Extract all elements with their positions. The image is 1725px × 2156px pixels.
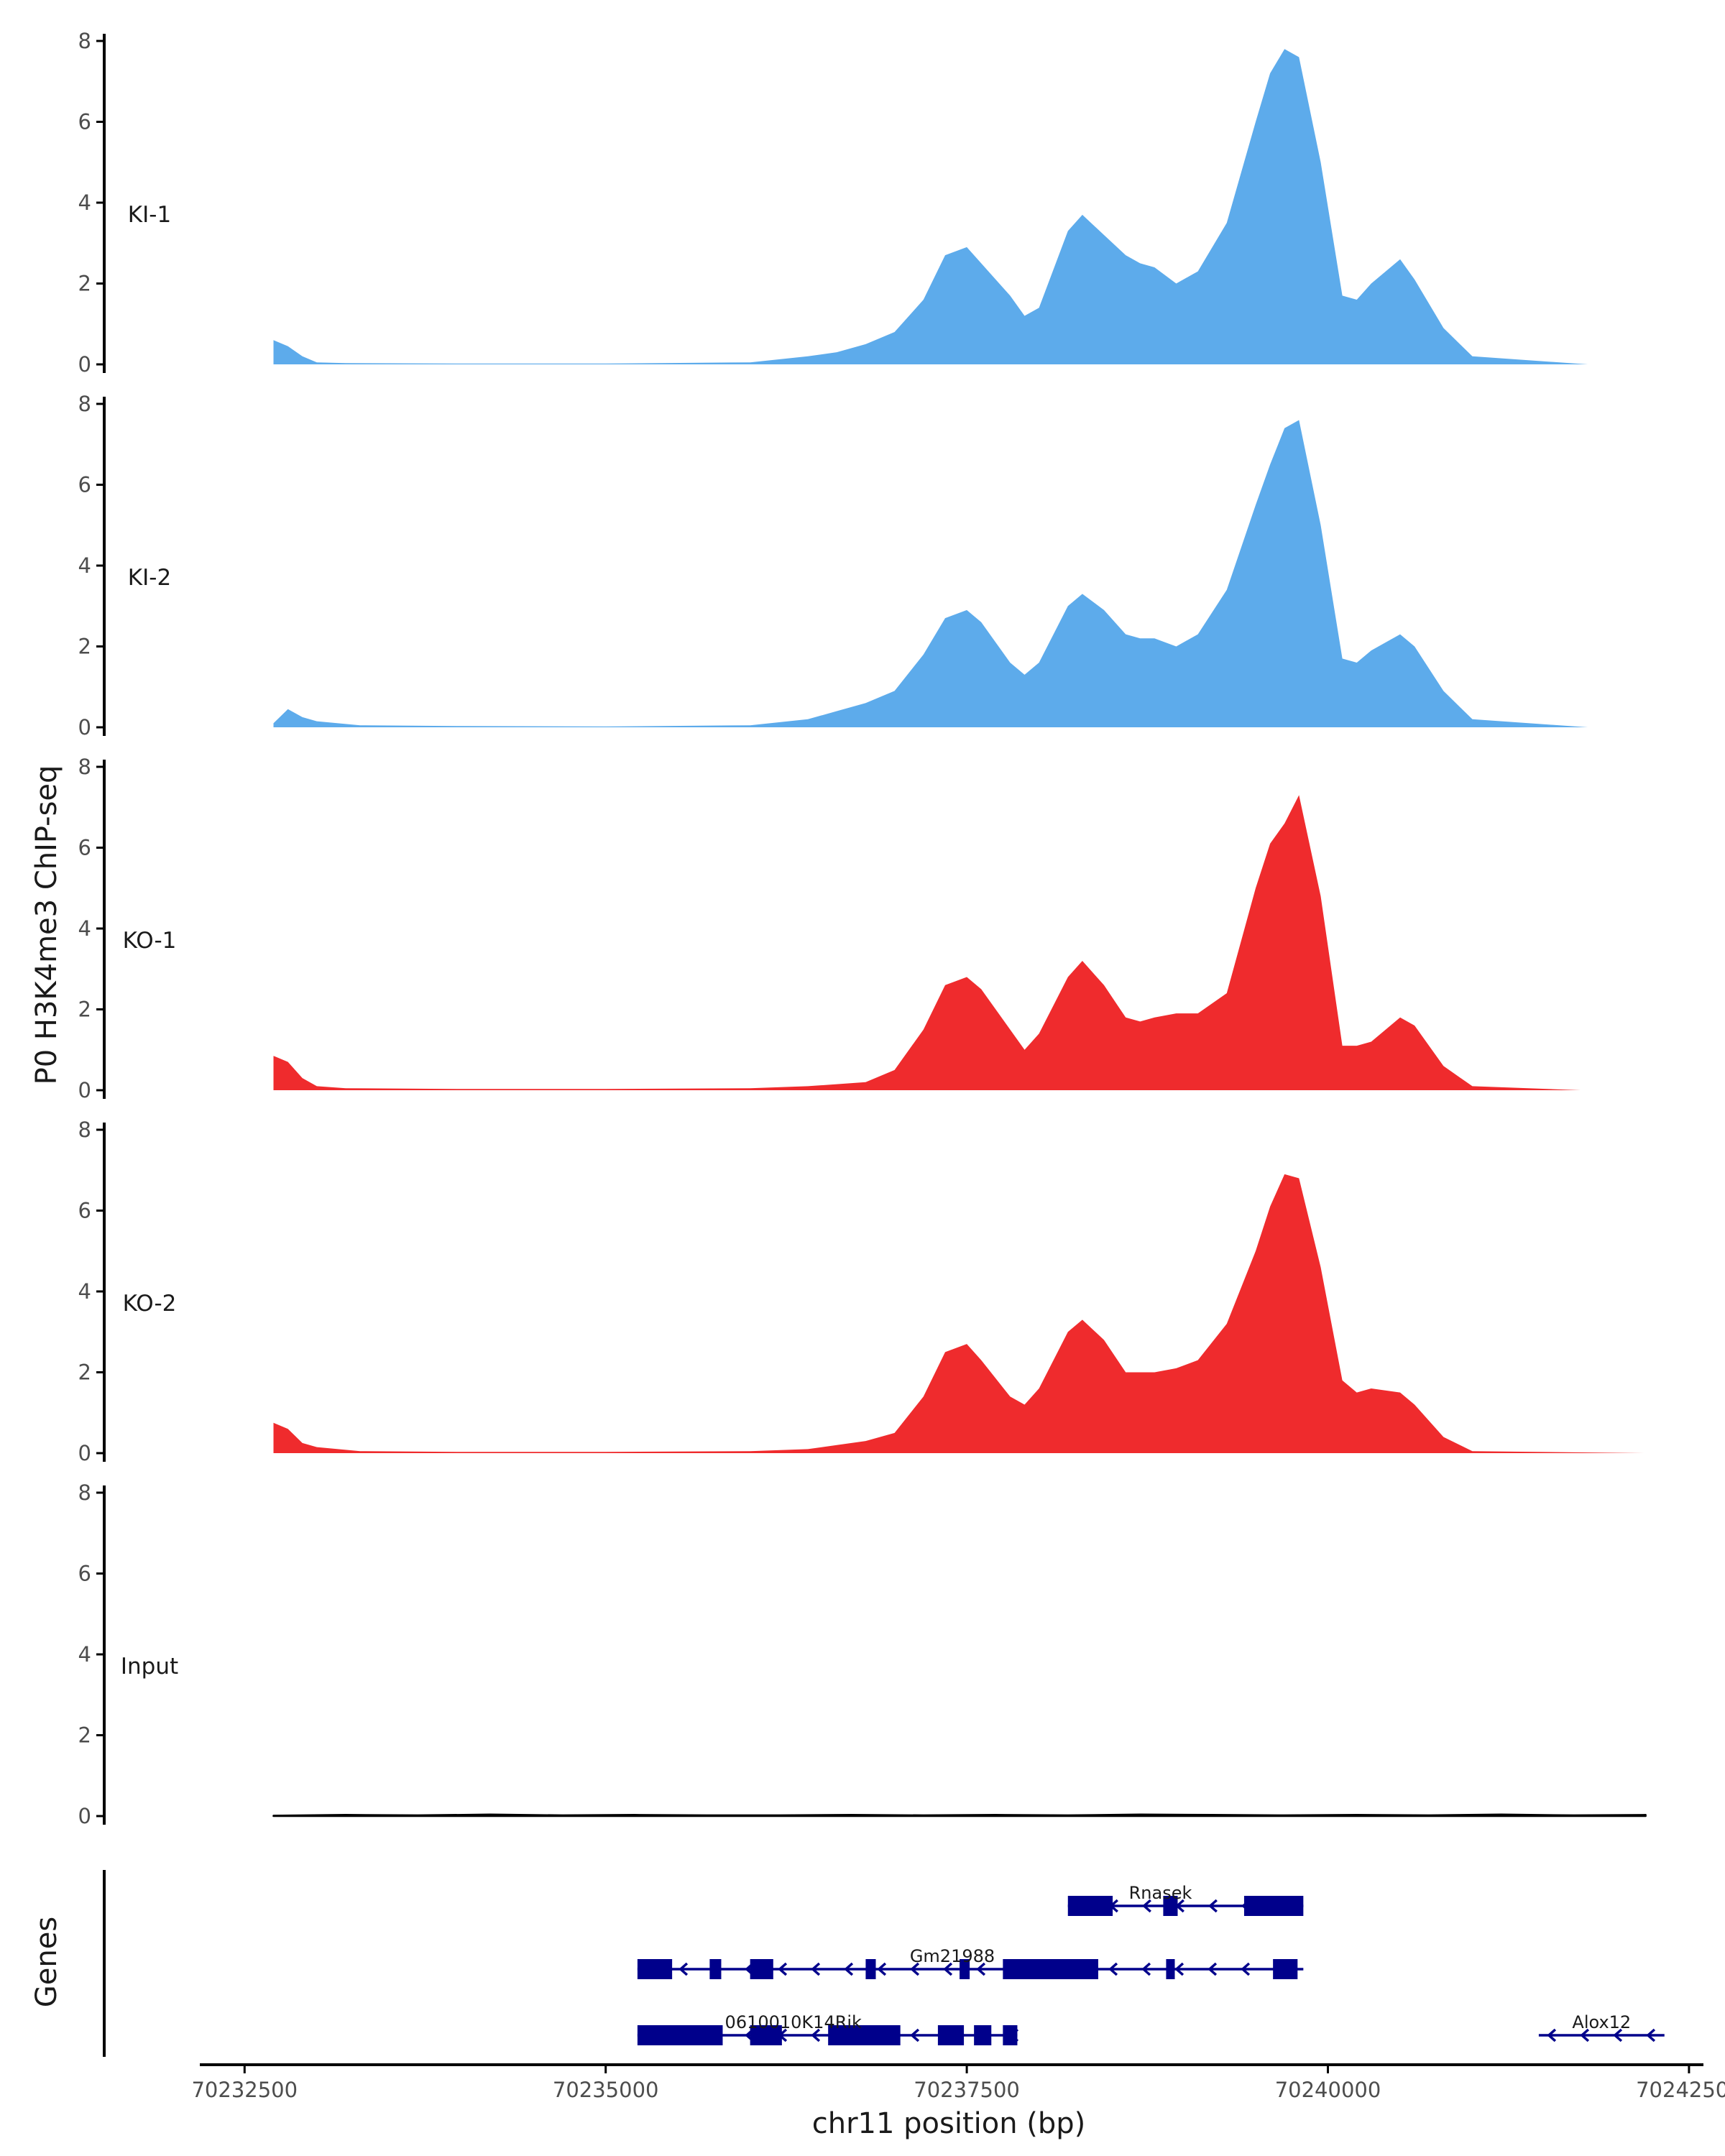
strand-arrow	[778, 1962, 788, 1976]
signal-area-ki-2	[273, 420, 1588, 727]
track-label: KO-1	[123, 928, 177, 954]
gene-exon	[1003, 2025, 1018, 2045]
gene-exon	[1166, 1959, 1175, 1979]
track-label: Input	[121, 1654, 178, 1680]
y-tick-label: 4	[78, 916, 91, 941]
gene-exon	[828, 2025, 901, 2045]
gene-exon	[1163, 1896, 1178, 1916]
strand-arrow	[678, 1962, 689, 1976]
strand-arrow	[1208, 1899, 1218, 1913]
strand-arrow	[976, 1962, 986, 1976]
gene-name-label: 0610010K14Rik	[725, 2012, 862, 2032]
strand-arrow	[811, 1962, 821, 1976]
y-tick-label: 0	[78, 1441, 91, 1465]
y-tick-label: 2	[78, 1723, 91, 1748]
gene-exon	[1067, 1896, 1113, 1916]
track-panel-ko-1: 0 2 4 6 8 KO-1	[78, 755, 1581, 1102]
strand-arrow	[811, 2028, 821, 2042]
gene-name-label: Alox12	[1572, 2012, 1631, 2032]
gene-exon	[1003, 1959, 1098, 1979]
x-tick-label: 70235000	[553, 2078, 659, 2102]
strand-arrow	[910, 2028, 920, 2042]
track-label: KI-2	[128, 565, 171, 591]
x-tick-label: 70240000	[1275, 2078, 1381, 2102]
strand-arrow	[1108, 1962, 1118, 1976]
strand-arrow	[1241, 1962, 1251, 1976]
y-tick-label: 2	[78, 1360, 91, 1385]
gene-exon	[1243, 1896, 1304, 1916]
gene-name-label: Rnasek	[1129, 1883, 1192, 1903]
strand-arrow	[1142, 1899, 1151, 1913]
gene-alox12: Alox12	[1538, 2012, 1665, 2042]
track-label: KO-2	[123, 1291, 177, 1317]
y-tick-label: 4	[78, 1642, 91, 1667]
strand-arrow	[1613, 2028, 1623, 2042]
y-tick-label: 0	[78, 1804, 91, 1828]
gene-gm21988: Gm21988	[637, 1946, 1304, 1979]
signal-area-ko-2	[273, 1174, 1646, 1453]
x-tick-label: 70237500	[914, 2078, 1020, 2102]
y-tick-label: 6	[78, 473, 91, 497]
strand-arrow	[1174, 1962, 1184, 1976]
gene-exon	[1273, 1959, 1298, 1979]
signal-area-ko-1	[273, 795, 1581, 1090]
gene-exon	[960, 1959, 970, 1979]
gene-exon	[750, 2025, 782, 2045]
y-tick-label: 2	[78, 998, 91, 1022]
x-tick-label: 70242500	[1636, 2078, 1725, 2102]
track-panel-input: 0 2 4 6 8 Input	[78, 1480, 1647, 1828]
track-label: KI-1	[128, 202, 171, 228]
strand-arrow	[1208, 1962, 1218, 1976]
gene-exon	[865, 1959, 876, 1979]
gene-exon	[637, 1959, 673, 1979]
y-tick-label: 6	[78, 1562, 91, 1586]
gene-name-label: Gm21988	[910, 1946, 995, 1966]
strand-arrow	[1646, 2028, 1656, 2042]
y-tick-label: 4	[78, 190, 91, 215]
track-panel-ki-1: 0 2 4 6 8 KI-1	[78, 29, 1588, 377]
strand-arrow	[1141, 1962, 1151, 1976]
y-tick-label: 4	[78, 1279, 91, 1304]
y-tick-label: 2	[78, 272, 91, 296]
y-tick-label: 2	[78, 635, 91, 659]
gene-exon	[974, 2025, 992, 2045]
y-tick-label: 0	[78, 715, 91, 740]
gene-exon	[709, 1959, 722, 1979]
y-tick-label: 8	[78, 1118, 91, 1142]
strand-arrow	[910, 1962, 920, 1976]
gene-exon	[937, 2025, 965, 2045]
x-axis-title: chr11 position (bp)	[812, 2107, 1086, 2140]
y-tick-label: 0	[78, 352, 91, 377]
gene-0610010k14rik: 0610010K14Rik	[637, 2012, 1019, 2045]
y-tick-label: 8	[78, 755, 91, 779]
y-tick-label: 8	[78, 1480, 91, 1505]
gene-exon	[637, 2025, 723, 2045]
strand-arrow	[877, 1962, 887, 1976]
y-tick-label: 8	[78, 392, 91, 416]
y-tick-label: 6	[78, 836, 91, 860]
y-tick-label: 6	[78, 110, 91, 134]
genes-panel: Genes Rnasek Gm21988 0610010K14Rik Alox12	[30, 1870, 1665, 2057]
gene-exon	[750, 1959, 773, 1979]
track-panel-ko-2: 0 2 4 6 8 KO-2	[78, 1118, 1646, 1465]
strand-arrow	[1580, 2028, 1590, 2042]
strand-arrow	[1547, 2028, 1557, 2042]
y-tick-label: 0	[78, 1078, 91, 1102]
x-axis: 70232500 70235000 70237500 70240000 70242500…	[191, 2063, 1725, 2140]
signal-area-ki-1	[273, 49, 1588, 365]
track-panel-ki-2: 0 2 4 6 8 KI-2	[78, 392, 1588, 740]
y-tick-label: 8	[78, 29, 91, 53]
y-tick-label: 6	[78, 1199, 91, 1223]
strand-arrow	[844, 1962, 854, 1976]
gene-rnasek: Rnasek	[1067, 1883, 1304, 1916]
y-axis-title: P0 H3K4me3 ChIP-seq	[30, 765, 63, 1085]
strand-arrow	[943, 1962, 953, 1976]
genes-axis-title: Genes	[30, 1917, 63, 2007]
signal-area-input	[272, 1813, 1647, 1818]
x-tick-label: 70232500	[191, 2078, 298, 2102]
y-tick-label: 4	[78, 553, 91, 578]
